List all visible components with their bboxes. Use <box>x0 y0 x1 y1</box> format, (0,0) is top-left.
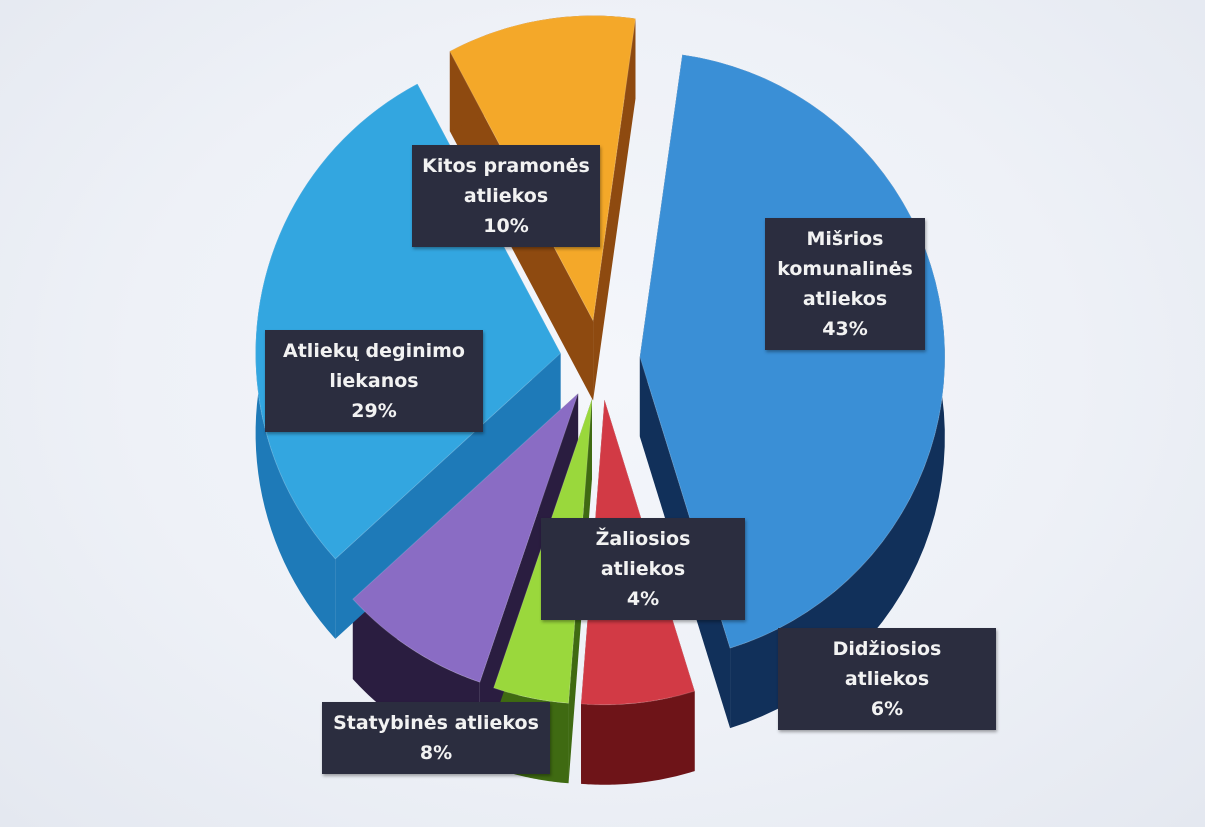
slice-misrios-komunalines <box>639 54 946 649</box>
label-atlieku-deginimo: Atliekų deginimo liekanos 29% <box>265 330 483 432</box>
label-didziosios-atliekos: Didžiosios atliekos 6% <box>778 628 996 730</box>
label-kitos-pramones: Kitos pramonės atliekos 10% <box>412 145 600 247</box>
slice-kitos-pramones-cut-b <box>593 18 636 401</box>
slice-didziosios-atliekos-side <box>581 691 695 785</box>
slice-atlieku-deginimo <box>255 83 562 560</box>
label-misrios-komunalines: Mišrios komunalinės atliekos 43% <box>765 218 925 350</box>
label-statybines-atliekos: Statybinės atliekos 8% <box>322 702 550 774</box>
label-zaliosios-atliekos: Žaliosios atliekos 4% <box>541 518 745 620</box>
slice-statybines-atliekos <box>352 393 579 683</box>
